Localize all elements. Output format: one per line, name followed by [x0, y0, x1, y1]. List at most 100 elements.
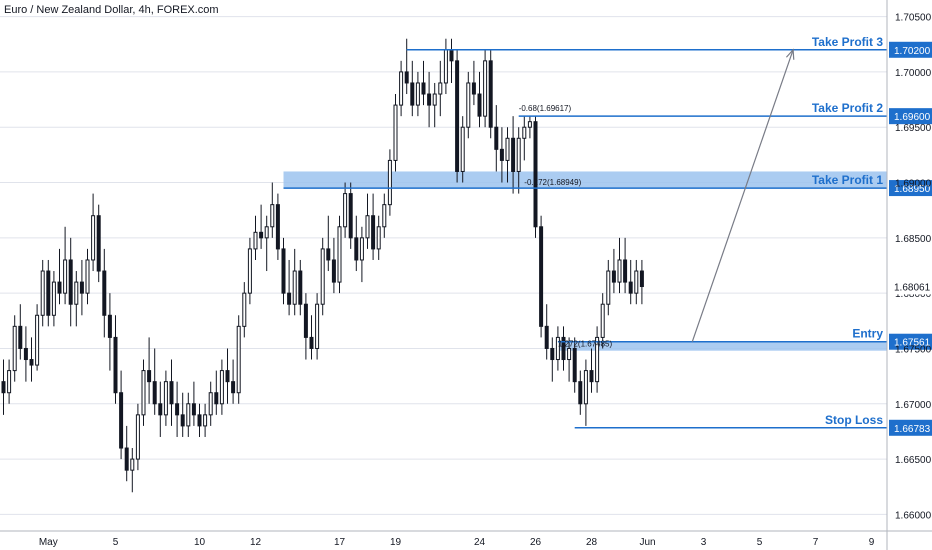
candle-body-down [29, 359, 34, 366]
candle-body-up [270, 204, 275, 228]
candle-body-down [287, 292, 292, 305]
candle-body-down [628, 281, 633, 294]
candle [399, 60, 404, 117]
candle [393, 94, 398, 172]
candle-body-down [639, 270, 644, 288]
candle [141, 359, 146, 426]
candle [539, 215, 544, 338]
candle-body-up [376, 226, 381, 250]
candle-body-down [191, 403, 196, 416]
candle-body-down [421, 82, 426, 95]
candle [326, 215, 331, 272]
candle [264, 215, 269, 272]
projection-arrow [691, 49, 794, 342]
candle-body-up [74, 281, 79, 305]
candle-body-down [410, 82, 415, 106]
candle-body-up [600, 303, 605, 338]
candle [259, 204, 264, 249]
candle-body-down [494, 126, 499, 150]
candle [376, 215, 381, 260]
candle-body-down [303, 303, 308, 338]
price-tag-label: 1.66783 [894, 424, 931, 435]
candle-body-up [292, 270, 297, 305]
candle [18, 304, 23, 360]
y-tick-label: 1.66500 [895, 455, 932, 466]
candle [96, 204, 101, 283]
y-tick-label: 1.68000 [895, 289, 932, 300]
candle [119, 370, 124, 460]
candle-body-down [259, 231, 264, 239]
x-tick-label: 7 [813, 537, 819, 548]
level-label: Entry [852, 327, 883, 341]
candle-body-up [135, 414, 140, 460]
candle [499, 127, 504, 183]
candle [242, 282, 247, 338]
candle-body-down [298, 270, 303, 305]
candle [287, 259, 292, 316]
x-tick-label: 10 [194, 537, 206, 548]
candle [567, 337, 572, 382]
zone-rect [283, 171, 887, 189]
candle [175, 381, 180, 437]
current-price-label: 1.68061 [894, 282, 931, 293]
candle-body-up [320, 248, 325, 305]
arrow-layer [691, 48, 795, 342]
candle [331, 237, 336, 294]
candle-body-up [438, 82, 443, 95]
candle-body-up [595, 336, 600, 383]
x-tick-label: Jun [639, 537, 655, 548]
candle-body-up [393, 104, 398, 161]
candle-body-up [236, 325, 241, 394]
candle-body-down [102, 270, 107, 316]
candle [320, 237, 325, 316]
candle [589, 348, 594, 393]
candle [113, 315, 118, 404]
candle [505, 127, 510, 183]
price-tag-label: 1.69600 [894, 112, 931, 123]
grid-layer [0, 16, 887, 515]
candle-body-down [152, 381, 157, 405]
y-tick-label: 1.66000 [895, 510, 932, 521]
candle [57, 248, 62, 305]
candle-body-down [275, 204, 280, 250]
price-tag-label: 1.70200 [894, 46, 931, 57]
candle-body-up [51, 281, 56, 316]
candle [466, 71, 471, 139]
candle [180, 392, 185, 437]
candle [488, 49, 493, 139]
candle-body-up [130, 458, 135, 471]
zone-rect [557, 341, 887, 351]
x-tick-label: 19 [390, 537, 402, 548]
candle-body-up [91, 215, 96, 261]
candle-body-down [623, 259, 628, 283]
candle-body-up [634, 270, 639, 294]
level-label: Stop Loss [825, 413, 883, 427]
candle-body-down [578, 381, 583, 405]
candle-body-up [85, 259, 90, 294]
candle [578, 370, 583, 415]
candle [511, 116, 516, 194]
candle [617, 237, 622, 294]
candle-body-down [309, 336, 314, 349]
candle-body-up [359, 237, 364, 261]
x-tick-label: 9 [869, 537, 875, 548]
candle [600, 293, 605, 349]
candle [35, 304, 40, 371]
candle-body-up [40, 270, 45, 316]
candle [303, 293, 308, 360]
candle-body-down [611, 270, 616, 283]
projection-arrow-head [785, 48, 795, 60]
candle-body-down [23, 347, 28, 361]
candle [186, 392, 191, 437]
candle [63, 226, 68, 305]
candle-body-down [57, 281, 62, 294]
candle-body-down [544, 325, 549, 349]
candle [438, 60, 443, 117]
candle [102, 248, 107, 338]
candle [583, 359, 588, 426]
candle-body-down [197, 414, 202, 427]
candle-body-down [348, 193, 353, 239]
x-tick-label: 3 [701, 537, 707, 548]
